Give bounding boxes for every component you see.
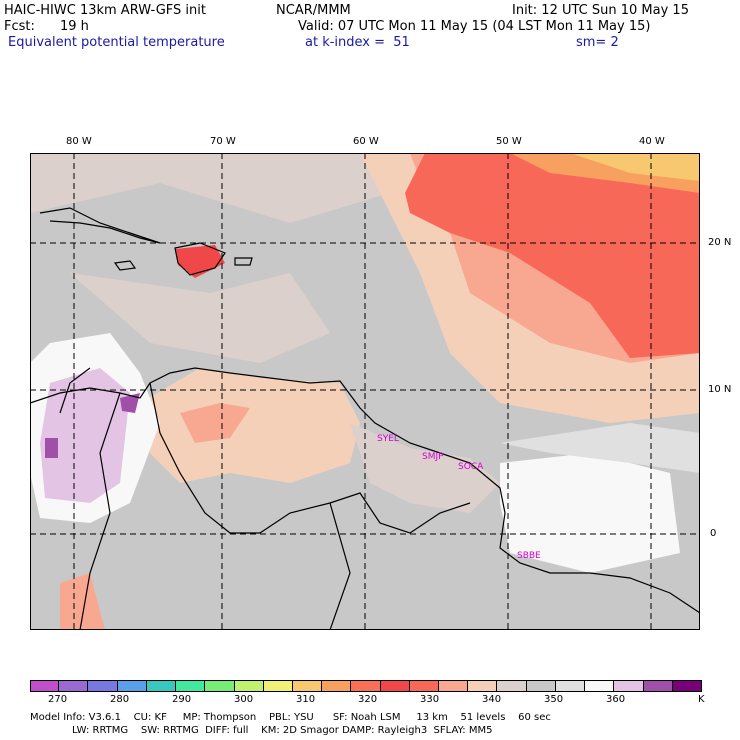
brazil-border [329,502,351,630]
colorbar-swatch [380,680,410,692]
colorbar-swatch [439,680,469,692]
colorbar-tick-label: 280 [110,694,130,705]
lat-label: 10 N [708,384,732,395]
shade-land-345 [140,368,360,483]
jamaica-coast [113,260,137,271]
valid-time: Valid: 07 UTC Mon 11 May 15 (04 LST Mon … [298,19,651,34]
colorbar-unit: K [698,694,705,705]
chart-title: HAIC-HIWC 13km ARW-GFS init [4,3,206,18]
puerto-rico-coast [234,257,253,266]
colorbar-swatch [614,680,644,692]
colorbar-tick-label: 270 [48,694,68,705]
shade-350 [70,273,330,363]
station-label: SBBE [517,551,541,561]
colorbar-swatch [526,680,556,692]
central-america-coast [59,367,91,414]
colorbar-swatch [234,680,264,692]
colorbar-swatch [146,680,177,692]
lon-label: 50 W [496,136,522,147]
colorbar-swatch [322,680,352,692]
shade-365 [40,368,130,503]
colorbar-swatch [643,680,673,692]
colorbar-swatch [555,680,586,692]
model-info-line2: LW: RRTMG SW: RRTMG DIFF: full KM: 2D Sm… [72,725,493,736]
colorbar-swatch [30,680,60,692]
colorbar-tick-label: 360 [606,694,626,705]
lat-label: 20 N [708,237,732,248]
shade-360 [500,453,680,573]
colorbar-swatch [176,680,206,692]
south-america-coast [30,367,700,614]
fcst-label: Fcst: [4,19,35,34]
colorbar-swatch [263,680,293,692]
shade-355 [500,423,700,473]
smoothing-info: sm= 2 [576,35,619,50]
shade-land-350 [350,423,500,513]
colorbar-tick-label: 340 [482,694,502,705]
map-frame [30,153,700,630]
colorbar-swatch [672,680,702,692]
colorbar-tick-label: 320 [358,694,378,705]
colorbar-tick-label: 310 [296,694,316,705]
west-border [79,392,121,630]
colorbar-tick-label: 290 [172,694,192,705]
init-time: Init: 12 UTC Sun 10 May 15 [512,3,689,18]
colorbar-swatch [59,680,89,692]
colorbar-swatch [409,680,440,692]
lon-label: 80 W [66,136,92,147]
colorbar-swatch [351,680,381,692]
shade-370 [120,393,140,413]
lon-label: 60 W [353,136,379,147]
lat-label: 0 [710,528,717,539]
colorbar-tick-label: 300 [234,694,254,705]
field-name: Equivalent potential temperature [8,35,225,50]
shade-320 [570,153,700,181]
shade-335 [405,153,700,358]
shade-340 [60,573,105,630]
lon-label: 70 W [210,136,236,147]
center-label: NCAR/MMM [276,3,351,18]
model-info-line1: Model Info: V3.6.1 CU: KF MP: Thompson P… [30,712,551,723]
colorbar-tick-label: 350 [544,694,564,705]
colorbar-swatch [468,680,498,692]
level-info: at k-index = 51 [305,35,410,50]
shade-land-340 [180,403,250,443]
colorbar-swatch [585,680,615,692]
shade-370 [45,438,58,458]
lon-label: 40 W [639,136,665,147]
map-panel: SYEL SMJP SOCA SBBE [30,153,700,630]
station-label: SYEL [377,434,399,444]
shade-330 [175,245,225,278]
colorbar-swatch [497,680,527,692]
colorbar-swatch [292,680,323,692]
station-label: SOCA [458,462,484,472]
colorbar-swatch [88,680,118,692]
lat-lon-grid [30,153,700,630]
shade-350 [30,153,460,223]
fcst-value: 19 h [60,19,89,34]
country-borders [149,382,471,534]
colorbar-swatch [117,680,147,692]
colorbar-swatch [205,680,235,692]
station-label: SMJP [422,452,444,462]
colorbar-tick-label: 330 [420,694,440,705]
